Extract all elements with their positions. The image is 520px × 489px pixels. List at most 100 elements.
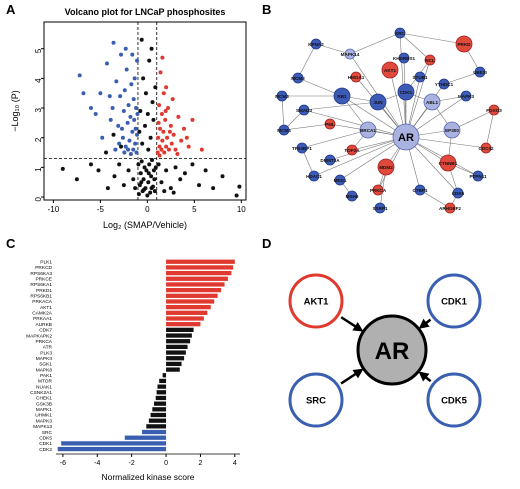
diagram-arrow	[340, 369, 361, 385]
volcano-xtick-label: 10	[237, 205, 246, 214]
network-edge	[329, 136, 407, 161]
volcano-point	[122, 88, 127, 93]
network-node-label: TP53BP1	[292, 146, 312, 151]
volcano-point	[150, 157, 155, 162]
volcano-point	[123, 46, 128, 51]
kinase-label: RPS6KA1	[30, 282, 52, 288]
network-node-label: KPNA2	[308, 42, 324, 47]
volcano-point	[130, 129, 135, 134]
kinase-bar	[166, 259, 235, 264]
network-edge	[349, 53, 407, 138]
volcano-point	[128, 114, 133, 119]
network-node	[377, 158, 395, 176]
kinase-label: PLK3	[40, 350, 52, 356]
network-node-label: DNMT3A	[320, 158, 340, 163]
volcano-point	[105, 186, 110, 191]
network-edge	[447, 129, 453, 164]
network-node-label: CDK5	[452, 191, 465, 196]
volcano-xtick-label: -5	[97, 205, 105, 214]
kinase-xtick-label: -4	[94, 460, 100, 467]
kinase-label: AURKB	[35, 322, 52, 328]
volcano-ytick-label: 1	[34, 167, 43, 172]
volcano-point	[100, 135, 105, 140]
kinase-label: MAPKAPK2	[26, 333, 52, 339]
network-node-label: CDC42	[478, 146, 494, 151]
network-node-label: BRCA1	[360, 128, 376, 133]
panel-letter-a: A	[6, 2, 16, 17]
volcano-point	[197, 183, 202, 188]
kinase-bar	[166, 265, 234, 270]
volcano-point	[77, 73, 82, 78]
volcano-point	[199, 147, 204, 152]
volcano-point	[96, 168, 101, 173]
volcano-point	[168, 186, 173, 191]
kinase-label: GSK3B	[36, 401, 52, 407]
volcano-point	[139, 180, 144, 185]
network-edge	[405, 136, 449, 164]
network-node-label: MDM2	[379, 165, 393, 170]
volcano-ytick-label: 3	[34, 107, 43, 112]
kinase-label: PRKCE	[35, 277, 52, 283]
panel-letter-d: D	[262, 236, 272, 251]
kinase-bar	[159, 378, 167, 384]
kinase-bar	[166, 270, 232, 276]
network-edge	[399, 32, 465, 45]
volcano-point	[104, 150, 109, 155]
kinase-label: CDK1	[39, 441, 52, 447]
volcano-point	[143, 91, 148, 96]
network-edge	[447, 162, 479, 177]
volcano-ytick-label: 4	[34, 78, 43, 83]
volcano-point	[145, 193, 150, 198]
volcano-point	[157, 144, 162, 149]
network-edge	[405, 136, 459, 194]
volcano-point	[88, 162, 93, 167]
network-node	[333, 87, 351, 105]
volcano-point	[108, 117, 113, 122]
network-node	[359, 121, 377, 139]
network-edge	[405, 95, 467, 138]
network-edge	[351, 136, 407, 151]
volcano-ytick-label: 0	[34, 196, 43, 201]
diagram-center-label: AR	[375, 338, 410, 365]
kinase-label: MAPKII	[36, 356, 52, 362]
network-edge	[329, 123, 407, 138]
volcano-point	[169, 141, 174, 146]
network-node	[324, 118, 336, 130]
kinase-label: MAPK8	[36, 367, 53, 373]
volcano-title: Volcano plot for LNCaP phosphosites	[65, 7, 226, 17]
volcano-point	[156, 120, 161, 125]
network-edge	[405, 76, 421, 138]
diagram-kinase-node	[426, 273, 482, 329]
volcano-point	[125, 120, 130, 125]
kinase-bar	[166, 282, 225, 287]
kinase-bar	[124, 435, 167, 440]
volcano-point	[88, 106, 93, 111]
kinase-bar	[148, 418, 167, 423]
network-node	[439, 154, 457, 172]
volcano-point	[165, 135, 170, 140]
volcano-point	[133, 186, 138, 191]
kinase-xtick-label: -6	[60, 460, 66, 467]
kinase-bar	[166, 367, 180, 372]
kinase-label: PLK1	[40, 259, 52, 265]
volcano-point	[184, 135, 189, 140]
network-node	[423, 93, 441, 111]
volcano-point	[135, 132, 140, 137]
volcano-point	[149, 186, 154, 191]
volcano-point	[152, 189, 157, 194]
volcano-point	[123, 144, 128, 149]
volcano-point	[114, 79, 119, 84]
network-edge	[303, 101, 379, 111]
diagram-arrowhead	[352, 368, 364, 379]
network-edge	[403, 57, 407, 138]
volcano-point	[132, 117, 137, 122]
volcano-point	[111, 40, 116, 45]
volcano-point	[122, 150, 127, 155]
kinase-label: PAK1	[40, 373, 52, 379]
network-node-label: SSRP1	[372, 206, 388, 211]
volcano-xtick-label: 5	[192, 205, 197, 214]
network-edge	[405, 83, 445, 138]
kinase-label: RPS6KB1	[30, 294, 52, 300]
kinase-bar-chart: PLK1PRKCDRPS6KA3PRKCERPS6KA1PRKD1RPS6KB1…	[26, 259, 240, 482]
kinase-bar	[166, 339, 191, 344]
